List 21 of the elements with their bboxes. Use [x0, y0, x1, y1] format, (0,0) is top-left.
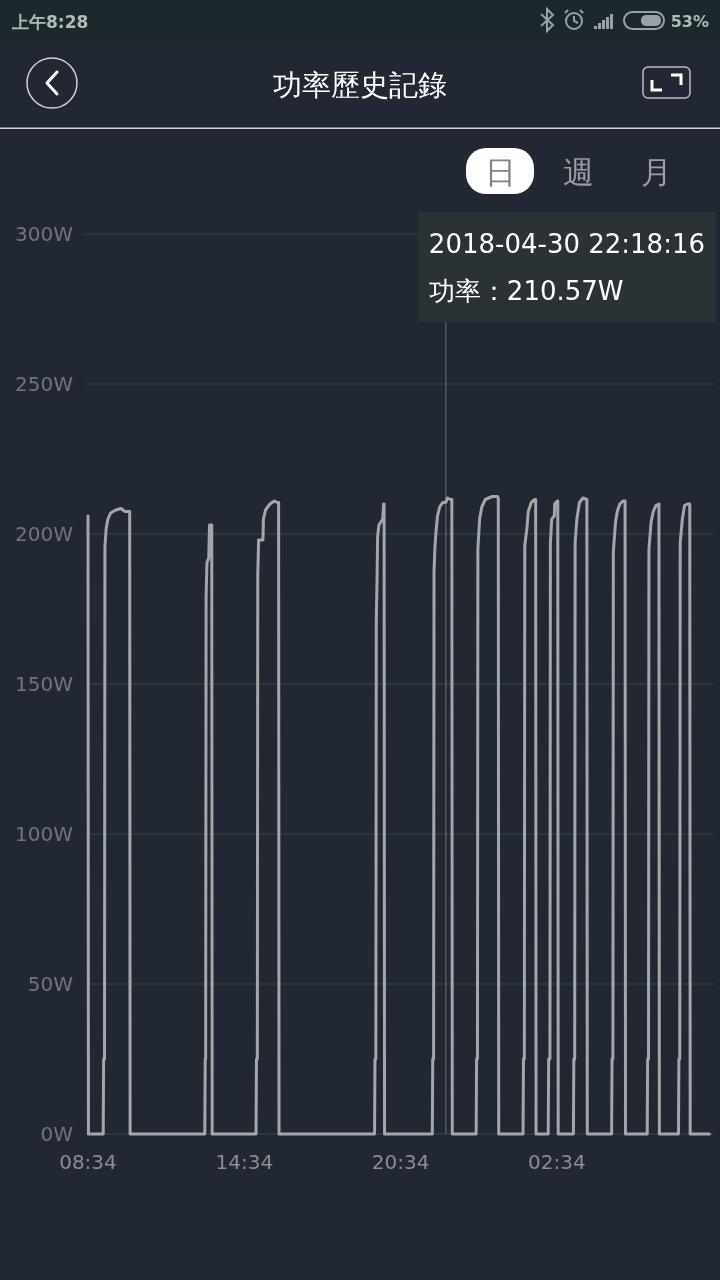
- text: 週: [562, 154, 594, 190]
- y-tick-label: 150W: [15, 672, 74, 696]
- tooltip: 2018-04-30 22:18:16 功率：210.57W: [417, 212, 716, 322]
- x-tick-label: 08:34: [59, 1150, 117, 1174]
- y-tick-label: 250W: [15, 372, 74, 396]
- line-series: [86, 495, 711, 1136]
- chart-title: 功率歷史記錄: [273, 68, 447, 102]
- text: 月: [640, 154, 672, 190]
- annotation: 功率：210.57W: [428, 276, 624, 306]
- y-tick-label: 0W: [40, 1122, 74, 1146]
- y-tick-label: 50W: [27, 972, 74, 996]
- x-tick-label: 02:34: [528, 1150, 586, 1174]
- text: 上午8:28: [11, 12, 89, 32]
- text: 日: [484, 154, 516, 190]
- y-tick-label: 200W: [15, 522, 74, 546]
- x-tick-label: 20:34: [371, 1150, 430, 1174]
- x-tick-label: 14:34: [215, 1150, 274, 1174]
- y-tick-label: 100W: [15, 822, 74, 846]
- ref-line-label: 2018-04-30 22:18:16: [428, 229, 705, 259]
- y-tick-label: 300W: [15, 222, 74, 246]
- text: 53%: [670, 12, 709, 31]
